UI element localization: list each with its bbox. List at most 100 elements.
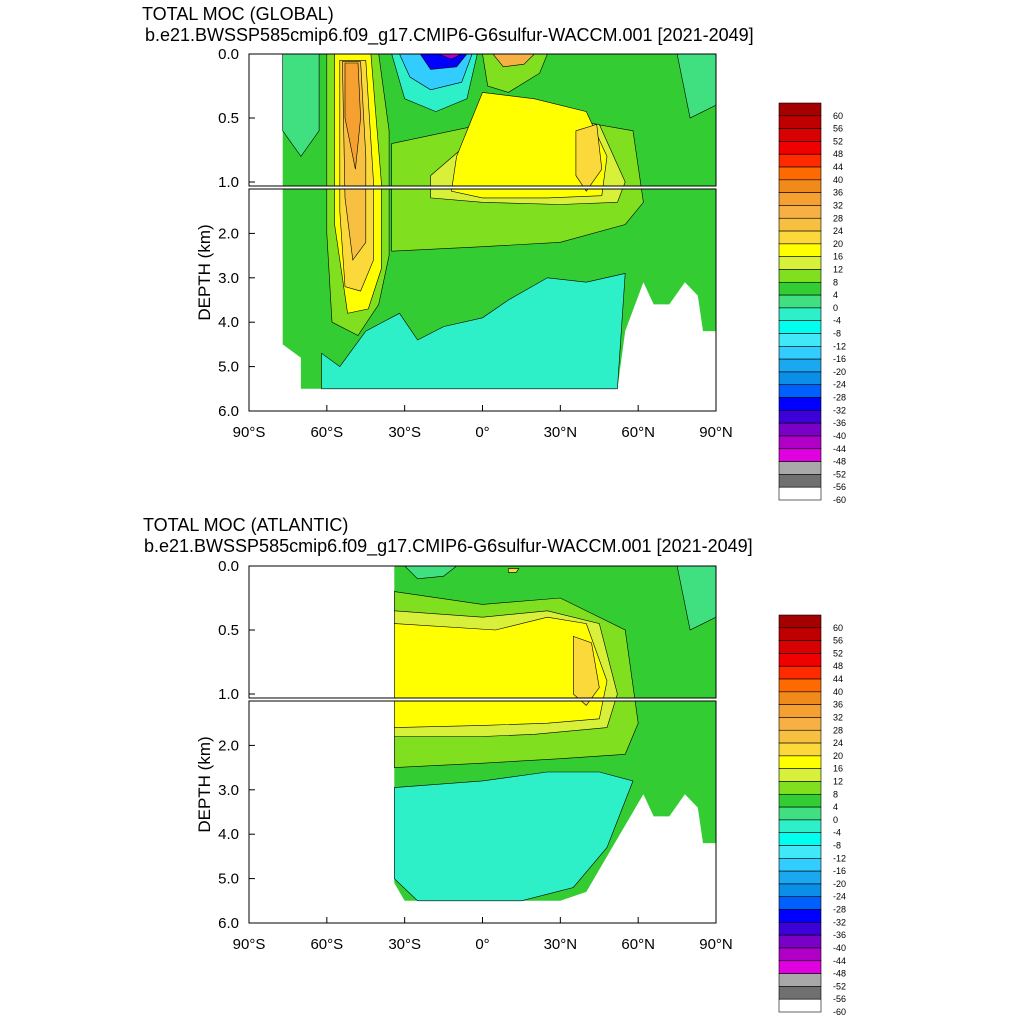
colorbar-label: -52 xyxy=(833,981,846,991)
colorbar-label: 36 xyxy=(833,188,843,198)
colorbar-box xyxy=(778,781,822,795)
colorbar-label: 40 xyxy=(833,175,843,185)
colorbar-label: -48 xyxy=(833,969,846,979)
colorbar-label: 16 xyxy=(833,764,843,774)
colorbar-label: -60 xyxy=(833,1007,846,1017)
colorbar-box xyxy=(778,729,822,744)
colorbar-label: 48 xyxy=(833,149,843,159)
colorbar-box xyxy=(778,986,822,1000)
colorbar-label: 48 xyxy=(833,661,843,671)
y-tick-label: 4.0 xyxy=(218,314,239,331)
colorbar-box xyxy=(778,665,822,680)
colorbar-label: -56 xyxy=(833,482,846,492)
colorbar-box xyxy=(778,384,822,398)
colorbar-label: 44 xyxy=(833,674,843,684)
x-tick-label: 30°S xyxy=(388,424,421,441)
y-tick-label: 0.5 xyxy=(218,622,239,639)
colorbar-label: -44 xyxy=(833,956,846,966)
colorbar-label: 52 xyxy=(833,648,843,658)
colorbar-box xyxy=(778,179,822,193)
colorbar-label: 40 xyxy=(833,687,843,697)
contour-abyssal-negative xyxy=(393,771,634,902)
colorbar-label: -4 xyxy=(833,316,841,326)
upper-panel-frame xyxy=(248,53,717,187)
colorbar-box xyxy=(778,410,822,424)
contour-northern-20 xyxy=(584,189,589,192)
colorbar-box xyxy=(778,281,822,296)
colorbar-box xyxy=(778,793,822,808)
colorbar-box xyxy=(778,653,822,667)
x-tick-label: 60°N xyxy=(621,936,655,953)
colorbar-box xyxy=(778,128,822,142)
colorbar-label: -44 xyxy=(833,444,846,454)
x-tick-label: 30°N xyxy=(544,936,578,953)
colorbar-box xyxy=(778,153,822,168)
colorbar-label: -12 xyxy=(833,341,846,351)
colorbar-box xyxy=(778,960,822,974)
upper-contours xyxy=(282,54,716,186)
colorbar-label: -12 xyxy=(833,853,846,863)
colorbar-label: -40 xyxy=(833,431,846,441)
colorbar-box xyxy=(778,640,822,654)
global-subtitle: b.e21.BWSSP585cmip6.f09_g17.CMIP6-G6sulf… xyxy=(145,25,754,45)
atlantic-subtitle: b.e21.BWSSP585cmip6.f09_g17.CMIP6-G6sulf… xyxy=(144,536,753,556)
y-axis-label: DEPTH (km) xyxy=(195,736,214,832)
colorbar-box xyxy=(778,320,822,334)
colorbar-label: 24 xyxy=(833,226,843,236)
colorbar-label: 32 xyxy=(833,200,843,210)
colorbar-label: -24 xyxy=(833,380,846,390)
colorbar-box xyxy=(778,371,822,386)
atlantic-title: TOTAL MOC (ATLANTIC) xyxy=(143,515,349,535)
colorbar-label: 36 xyxy=(833,700,843,710)
colorbar-label: -20 xyxy=(833,367,846,377)
colorbar-box xyxy=(778,870,822,885)
contour-tropical-neg32 xyxy=(419,54,468,70)
colorbar-label: -4 xyxy=(833,828,841,838)
colorbar-box xyxy=(778,115,822,129)
x-tick-label: 90°N xyxy=(699,424,733,441)
colorbar-label: -32 xyxy=(833,405,846,415)
colorbar-box xyxy=(778,486,822,501)
atlantic-moc-panel: 90°S 60°S 30°S 0° 30°N 60°N 90°N 0.0 0.5 1.0 2.0 3.… xyxy=(195,558,846,1017)
colorbar-box xyxy=(778,422,822,437)
colorbar-label: -32 xyxy=(833,917,846,927)
colorbar-box xyxy=(778,832,822,846)
colorbar-label: 0 xyxy=(833,303,838,313)
y-tick-label: 3.0 xyxy=(218,270,239,287)
x-tick-label: 90°S xyxy=(233,936,266,953)
x-tick-label: 60°N xyxy=(621,424,655,441)
contour-southern-24 xyxy=(344,189,367,261)
colorbar-label: 32 xyxy=(833,712,843,722)
colorbar-box xyxy=(778,435,822,450)
contour-surface-pos28 xyxy=(492,54,535,68)
y-tick-label: 1.0 xyxy=(218,686,239,703)
colorbar-label: 0 xyxy=(833,815,838,825)
x-tick-label: 30°S xyxy=(388,936,421,953)
colorbar-box xyxy=(778,333,822,347)
colorbar-label: 4 xyxy=(833,290,838,300)
upper-contours xyxy=(393,566,716,698)
contour-northern-16 xyxy=(451,189,603,199)
x-tick-label: 60°S xyxy=(310,424,343,441)
x-tick-label: 90°N xyxy=(699,936,733,953)
colorbar-label: 56 xyxy=(833,124,843,134)
colorbar-box xyxy=(778,217,822,232)
colorbar-box xyxy=(778,627,822,641)
contour-upper-20 xyxy=(572,635,600,698)
colorbar-label: 20 xyxy=(833,751,843,761)
colorbar-label: 44 xyxy=(833,162,843,172)
colorbar-box xyxy=(778,166,822,181)
colorbar-box xyxy=(778,192,822,206)
colorbar-label: 20 xyxy=(833,239,843,249)
colorbar-box xyxy=(778,230,822,245)
colorbar-box xyxy=(778,922,822,936)
colorbar-label: -16 xyxy=(833,354,846,364)
contour-arctic-surface xyxy=(676,54,716,119)
colorbar-box xyxy=(778,269,822,283)
contour-upper-16 xyxy=(393,701,604,728)
colorbar-box xyxy=(778,845,822,859)
colorbar-box xyxy=(778,998,822,1013)
contour-tropical-neg44 xyxy=(438,54,462,60)
global-moc-panel: 90°S 60°S 30°S 0° 30°N 60°N 90°N 0.0 0.5 1.0 2.0 3.… xyxy=(195,46,846,505)
